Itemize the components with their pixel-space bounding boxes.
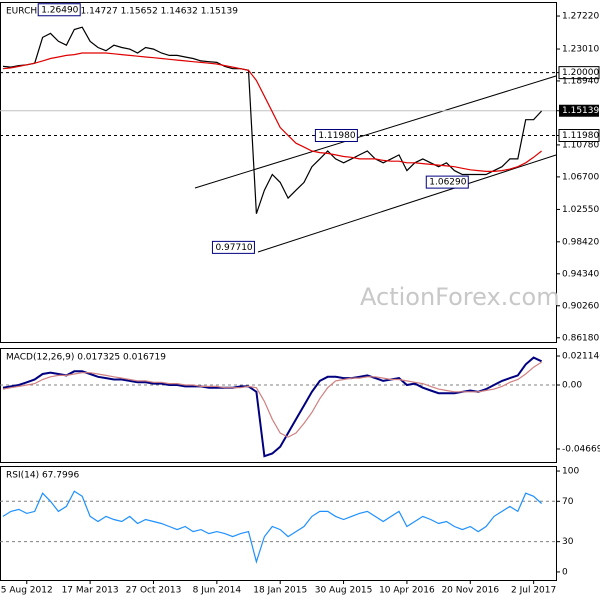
channel-lower — [257, 154, 557, 253]
y-tick-label: 1.23010 — [562, 45, 599, 55]
watermark: ActionForex.com — [360, 283, 560, 311]
series-line — [2, 356, 543, 458]
pane-frame — [0, 466, 557, 581]
x-tick-label: 27 Oct 2013 — [126, 586, 182, 596]
pane-frame — [0, 348, 557, 463]
y-tick-label: 30 — [562, 537, 574, 547]
channel-upper — [194, 75, 557, 189]
y-tick-label: 1.06700 — [562, 172, 599, 182]
series-line — [2, 52, 542, 172]
y-tick-label: 0.021146 — [562, 352, 600, 362]
y-tick-label: 0.94340 — [562, 269, 599, 279]
pane-title: MACD(12,26,9) 0.017325 0.016719 — [6, 353, 166, 363]
annotation-label: 1.26490 — [41, 5, 78, 15]
y-tick-label: 1.10780 — [562, 140, 599, 150]
level-box — [558, 129, 600, 143]
y-tick-label: -0.046699 — [562, 444, 600, 454]
x-tick-label: 2 Jul 2017 — [511, 586, 556, 596]
pane-title: RSI(14) 67.7996 — [6, 471, 79, 481]
series-line — [2, 361, 542, 438]
x-tick-label: 18 Jan 2015 — [253, 586, 307, 596]
y-tick-label: 1.20000 — [562, 68, 599, 78]
y-tick-label: 0.90260 — [562, 301, 599, 311]
annotation-box — [425, 175, 469, 189]
y-tick-label: 0 — [562, 567, 568, 577]
y-tick-label: 1.27220 — [562, 12, 599, 22]
y-tick-label: 1.18940 — [562, 76, 599, 86]
annotation-label: 1.06290 — [429, 178, 466, 188]
x-tick-label: 5 Aug 2012 — [1, 586, 53, 596]
y-tick-label: 100 — [562, 467, 579, 477]
annotation-box — [37, 3, 81, 17]
pane-frame — [0, 2, 557, 343]
series-line — [2, 26, 543, 214]
x-tick-label: 17 Mar 2013 — [62, 586, 119, 596]
y-tick-label: 0.86180 — [562, 333, 599, 343]
level-box — [558, 66, 600, 80]
y-tick-label: 70 — [562, 497, 574, 507]
x-tick-label: 10 Apr 2016 — [379, 586, 435, 596]
x-tick-label: 8 Jun 2014 — [193, 586, 242, 596]
y-tick-label: 0.00 — [562, 380, 582, 390]
annotation-box — [314, 129, 358, 143]
annotation-box — [211, 240, 255, 254]
y-tick-label: 1.11980 — [562, 131, 599, 141]
annotation-label: 0.97710 — [215, 243, 252, 253]
y-tick-label: 0.98420 — [562, 237, 599, 247]
series-line — [2, 490, 543, 564]
annotation-label: 1.11980 — [318, 131, 355, 141]
x-tick-label: 20 Nov 2016 — [441, 586, 499, 596]
pane-title: EURCHF,Weekly 1.14727 1.15652 1.14632 1.… — [6, 7, 238, 17]
x-tick-label: 30 Aug 2015 — [315, 586, 373, 596]
current-box — [559, 104, 599, 117]
y-tick-label: 1.02550 — [562, 205, 599, 215]
y-tick-label: 1.15139 — [562, 106, 599, 116]
